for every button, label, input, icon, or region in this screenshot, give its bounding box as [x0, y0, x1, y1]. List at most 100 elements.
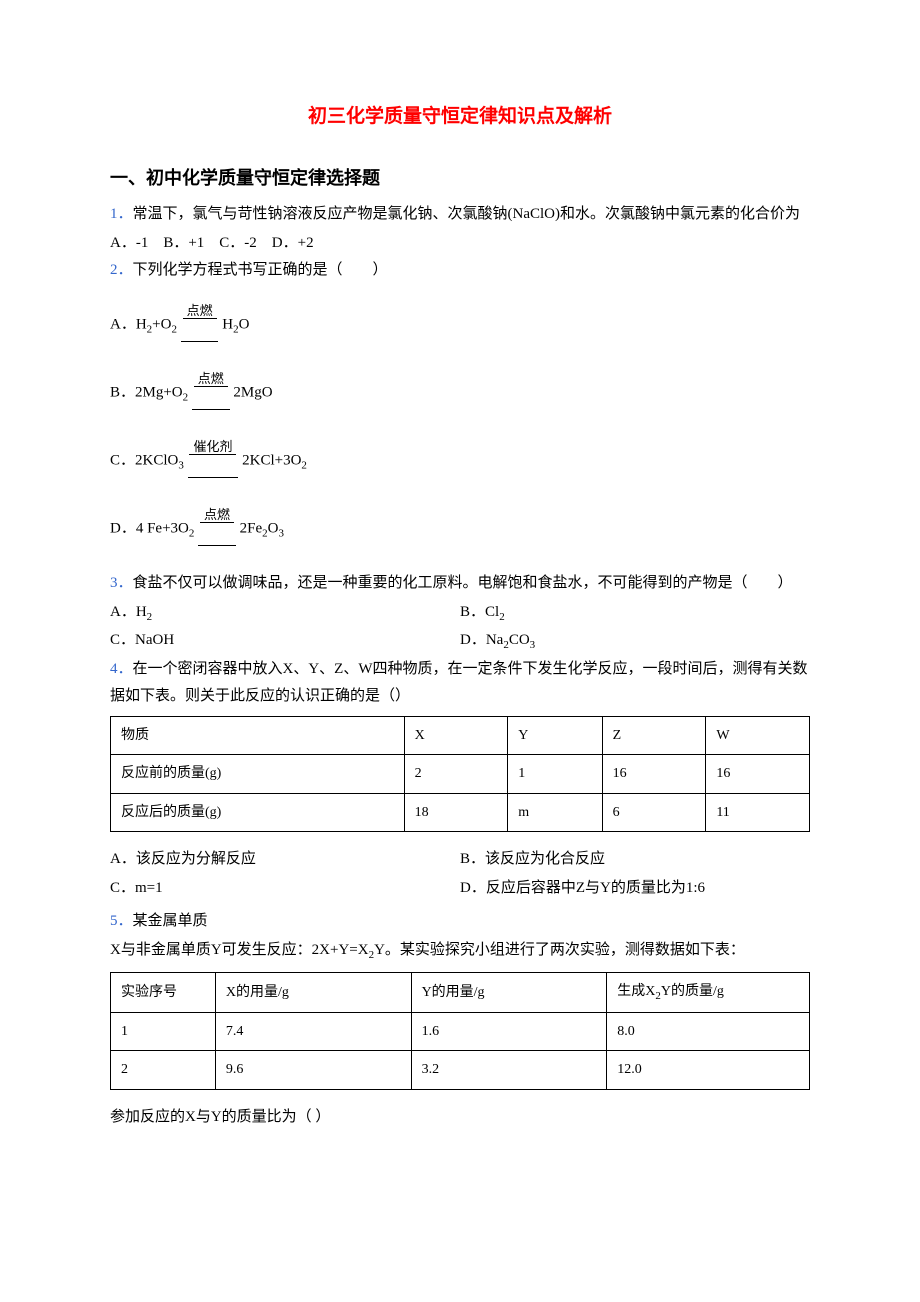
subscript: 2	[183, 391, 189, 403]
text: 2KCl+3O	[238, 452, 301, 468]
text: B．2Mg+O	[110, 384, 183, 400]
text: CO	[509, 632, 530, 648]
text: D．4 Fe+3O	[110, 520, 189, 536]
question-1: 1．常温下，氯气与苛性钠溶液反应产物是氯化钠、次氯酸钠(NaClO)和水。次氯酸…	[110, 201, 810, 228]
text: H	[218, 316, 233, 332]
text: B．Cl	[460, 604, 499, 620]
text: A．H	[110, 316, 147, 332]
reaction-condition: 催化剂	[189, 440, 236, 455]
table-cell: 生成X2Y的质量/g	[607, 972, 810, 1013]
q1-opts-line: A．-1 B．+1 C．-2 D．+2	[110, 230, 314, 257]
table-cell: W	[706, 717, 810, 755]
table-cell: m	[508, 793, 602, 831]
text: C．2KClO	[110, 452, 178, 468]
table-cell: 16	[706, 755, 810, 793]
reaction-arrow: 点燃	[198, 502, 236, 556]
table-cell: Y	[508, 717, 602, 755]
reaction-condition: 点燃	[183, 304, 217, 319]
q4-table: 物质 X Y Z W 反应前的质量(g) 2 1 16 16 反应后的质量(g)…	[110, 716, 810, 832]
table-cell: 9.6	[215, 1051, 411, 1089]
q2-text: 下列化学方程式书写正确的是（ ）	[133, 262, 388, 278]
q5-number: 5．	[110, 913, 133, 929]
table-cell: 18	[404, 793, 508, 831]
subscript: 3	[530, 639, 536, 651]
table-cell: Y的用量/g	[411, 972, 607, 1013]
table-row: 反应前的质量(g) 2 1 16 16	[111, 755, 810, 793]
q5-text-line1: 某金属单质	[133, 913, 208, 929]
subscript: 3	[278, 527, 284, 539]
subscript: 2	[301, 459, 307, 471]
q4-option-b: B．该反应为化合反应	[460, 846, 810, 873]
q3-option-b: B．Cl2	[460, 599, 810, 628]
q4-option-d: D．反应后容器中Z与Y的质量比为1:6	[460, 875, 810, 902]
table-cell: Z	[602, 717, 706, 755]
reaction-arrow: 点燃	[181, 298, 219, 352]
table-cell: 16	[602, 755, 706, 793]
table-cell: 1.6	[411, 1013, 607, 1051]
q2-option-c: C．2KClO3 催化剂 2KCl+3O2	[110, 434, 810, 488]
text: D．Na	[460, 632, 503, 648]
q3-option-c: C．NaOH	[110, 627, 460, 656]
q4-number: 4．	[110, 661, 133, 677]
table-row: 物质 X Y Z W	[111, 717, 810, 755]
subscript: 3	[178, 459, 184, 471]
q2-option-a: A．H2+O2 点燃 H2O	[110, 298, 810, 352]
q4-text: 在一个密闭容器中放入X、Y、Z、W四种物质，在一定条件下发生化学反应，一段时间后…	[110, 661, 808, 704]
section-heading: 一、初中化学质量守恒定律选择题	[110, 162, 810, 194]
table-row: 2 9.6 3.2 12.0	[111, 1051, 810, 1089]
table-cell: 8.0	[607, 1013, 810, 1051]
reaction-condition: 点燃	[194, 372, 228, 387]
text: A．H	[110, 604, 147, 620]
q2-option-b: B．2Mg+O2 点燃 2MgO	[110, 366, 810, 420]
q1-options: A．-1 B．+1 C．-2 D．+2	[110, 230, 810, 257]
text: 生成X	[617, 984, 655, 999]
table-cell: 1	[508, 755, 602, 793]
q4-options: A．该反应为分解反应 B．该反应为化合反应 C．m=1 D．反应后容器中Z与Y的…	[110, 846, 810, 904]
table-cell: 反应后的质量(g)	[111, 793, 405, 831]
text: Y的质量/g	[661, 984, 724, 999]
reaction-arrow: 催化剂	[188, 434, 239, 488]
subscript: 2	[147, 611, 153, 623]
q5-table: 实验序号 X的用量/g Y的用量/g 生成X2Y的质量/g 1 7.4 1.6 …	[110, 972, 810, 1090]
table-row: 反应后的质量(g) 18 m 6 11	[111, 793, 810, 831]
text: +O	[152, 316, 171, 332]
q3-options-row1: A．H2 B．Cl2	[110, 599, 810, 628]
document-title: 初三化学质量守恒定律知识点及解析	[110, 100, 810, 134]
q5-footer: 参加反应的X与Y的质量比为（ ）	[110, 1104, 810, 1131]
text: O	[268, 520, 279, 536]
table-cell: X	[404, 717, 508, 755]
table-cell: 2	[404, 755, 508, 793]
table-cell: 物质	[111, 717, 405, 755]
question-4: 4．在一个密闭容器中放入X、Y、Z、W四种物质，在一定条件下发生化学反应，一段时…	[110, 656, 810, 710]
table-row: 实验序号 X的用量/g Y的用量/g 生成X2Y的质量/g	[111, 972, 810, 1013]
table-cell: 3.2	[411, 1051, 607, 1089]
q1-text: 常温下，氯气与苛性钠溶液反应产物是氯化钠、次氯酸钠(NaClO)和水。次氯酸钠中…	[133, 206, 801, 222]
text: 2MgO	[230, 384, 273, 400]
q2-option-d: D．4 Fe+3O2 点燃 2Fe2O3	[110, 502, 810, 556]
table-cell: X的用量/g	[215, 972, 411, 1013]
table-cell: 实验序号	[111, 972, 216, 1013]
reaction-arrow: 点燃	[192, 366, 230, 420]
q3-option-a: A．H2	[110, 599, 460, 628]
q3-options-row2: C．NaOH D．Na2CO3	[110, 627, 810, 656]
question-5: 5．某金属单质	[110, 908, 810, 935]
text: X与非金属单质Y可发生反应：2X+Y=X	[110, 942, 369, 958]
q4-option-a: A．该反应为分解反应	[110, 846, 460, 873]
q5-text-line2: X与非金属单质Y可发生反应：2X+Y=X2Y。某实验探究小组进行了两次实验，测得…	[110, 937, 810, 966]
table-cell: 11	[706, 793, 810, 831]
q3-option-d: D．Na2CO3	[460, 627, 810, 656]
q3-number: 3．	[110, 575, 133, 591]
subscript: 2	[171, 323, 177, 335]
question-2: 2．下列化学方程式书写正确的是（ ）	[110, 257, 810, 284]
subscript: 2	[189, 527, 195, 539]
table-cell: 6	[602, 793, 706, 831]
q2-number: 2．	[110, 262, 133, 278]
table-cell: 反应前的质量(g)	[111, 755, 405, 793]
table-cell: 12.0	[607, 1051, 810, 1089]
question-3: 3．食盐不仅可以做调味品，还是一种重要的化工原料。电解饱和食盐水，不可能得到的产…	[110, 570, 810, 597]
subscript: 2	[499, 611, 505, 623]
reaction-condition: 点燃	[200, 508, 234, 523]
table-cell: 7.4	[215, 1013, 411, 1051]
table-cell: 1	[111, 1013, 216, 1051]
q1-number: 1．	[110, 206, 133, 222]
